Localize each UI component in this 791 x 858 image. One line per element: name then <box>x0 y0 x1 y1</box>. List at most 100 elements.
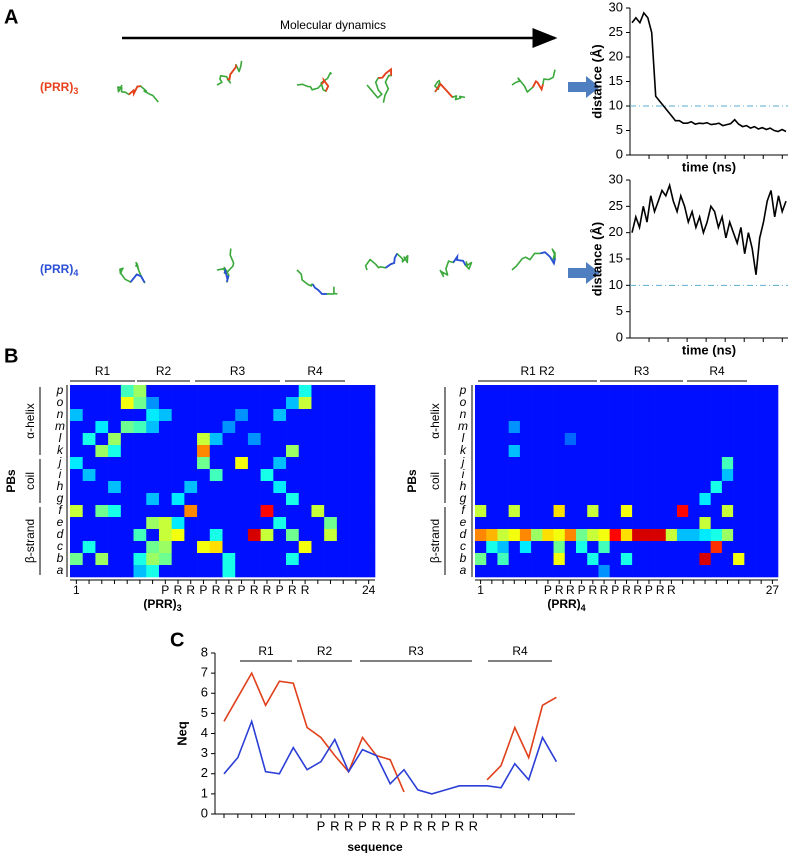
x-axis-label: (PRR)3 <box>143 597 181 613</box>
heat-cell <box>82 385 96 398</box>
heat-cell <box>733 421 745 434</box>
row-label: h <box>460 479 467 493</box>
heat-cell <box>184 505 198 518</box>
heat-cell <box>362 469 376 482</box>
heat-cell <box>497 409 509 422</box>
heat-cell <box>553 397 566 410</box>
heat-cell <box>133 385 147 398</box>
heat-cell <box>643 505 655 518</box>
heat-cell <box>699 409 711 422</box>
heat-cell <box>324 529 338 542</box>
heat-cell <box>247 505 261 518</box>
heat-cell <box>766 541 779 554</box>
heat-cell <box>542 541 554 554</box>
heat-cell <box>235 409 249 422</box>
heat-cell <box>733 457 745 470</box>
heat-cell <box>95 505 109 518</box>
heat-cell <box>70 409 84 422</box>
heat-cell <box>721 433 734 446</box>
heat-cell <box>766 493 779 506</box>
heat-cell <box>609 433 622 446</box>
row-label: b <box>57 551 64 565</box>
heat-cell <box>273 433 287 446</box>
heat-cell <box>632 493 644 506</box>
heat-cell <box>654 433 667 446</box>
x-tick-label: R <box>413 818 422 833</box>
heat-cell <box>710 517 723 530</box>
heat-cell <box>710 505 723 518</box>
heat-cell <box>620 469 633 482</box>
heat-cell <box>744 457 756 470</box>
heat-cell <box>598 457 610 470</box>
heat-cell <box>324 553 338 566</box>
heat-cell <box>197 565 211 578</box>
heat-cell <box>576 541 588 554</box>
heat-cell <box>475 397 487 410</box>
heat-cell <box>133 469 147 482</box>
heat-cell <box>755 517 768 530</box>
heat-cell <box>721 517 734 530</box>
heat-cell <box>486 553 498 566</box>
x-tick-label: R <box>225 583 234 597</box>
heat-cell <box>665 397 678 410</box>
heat-cell <box>120 481 134 494</box>
heat-cell <box>197 553 211 566</box>
heat-cell <box>688 481 700 494</box>
heat-cell <box>108 517 122 530</box>
heat-cell <box>542 457 554 470</box>
heat-cell <box>82 457 96 470</box>
heat-cell <box>688 457 700 470</box>
heat-cell <box>744 433 756 446</box>
heat-cell <box>766 529 779 542</box>
heat-cell <box>576 493 588 506</box>
heat-cell <box>553 541 566 554</box>
heat-cell <box>475 517 487 530</box>
heat-cell <box>349 421 363 434</box>
heat-cell <box>654 481 667 494</box>
heat-cell <box>260 565 274 578</box>
heat-cell <box>643 445 655 458</box>
y-axis-label: Neq <box>174 721 189 746</box>
heat-cell <box>542 397 554 410</box>
heat-cell <box>120 385 134 398</box>
heat-cell <box>508 445 521 458</box>
heat-cell <box>598 433 610 446</box>
heat-cell <box>531 445 543 458</box>
heat-cell <box>721 493 734 506</box>
x-tick-label: P <box>578 583 586 597</box>
heat-cell <box>362 565 376 578</box>
x-tick-label: R <box>555 583 564 597</box>
heat-cell <box>247 541 261 554</box>
heat-cell <box>235 553 249 566</box>
heat-cell <box>171 409 185 422</box>
heat-cell <box>362 553 376 566</box>
heat-cell <box>587 517 599 530</box>
heat-cell <box>531 565 543 578</box>
heat-cell <box>146 565 160 578</box>
heat-cell <box>564 517 577 530</box>
heat-cell <box>564 505 577 518</box>
x-axis-label-sub: 4 <box>581 603 586 613</box>
heat-cell <box>598 505 610 518</box>
heat-cell <box>576 433 588 446</box>
heat-cell <box>273 493 287 506</box>
heat-cell <box>553 385 566 398</box>
x-tick-label: R <box>212 583 221 597</box>
heat-cell <box>120 469 134 482</box>
heat-cell <box>273 421 287 434</box>
heat-cell <box>632 541 644 554</box>
region-label: R2 <box>317 644 333 658</box>
row-label: h <box>57 479 64 493</box>
heat-cell <box>260 541 274 554</box>
heat-cell <box>542 517 554 530</box>
heat-cell <box>197 481 211 494</box>
heat-cell <box>158 565 172 578</box>
heat-cell <box>158 481 172 494</box>
chain-segment <box>378 67 393 79</box>
heat-cell <box>197 445 211 458</box>
heat-cell <box>222 385 236 398</box>
heat-cell <box>260 505 274 518</box>
heat-cell <box>710 397 723 410</box>
heat-cell <box>587 433 599 446</box>
y-tick-label: 5 <box>201 705 208 720</box>
